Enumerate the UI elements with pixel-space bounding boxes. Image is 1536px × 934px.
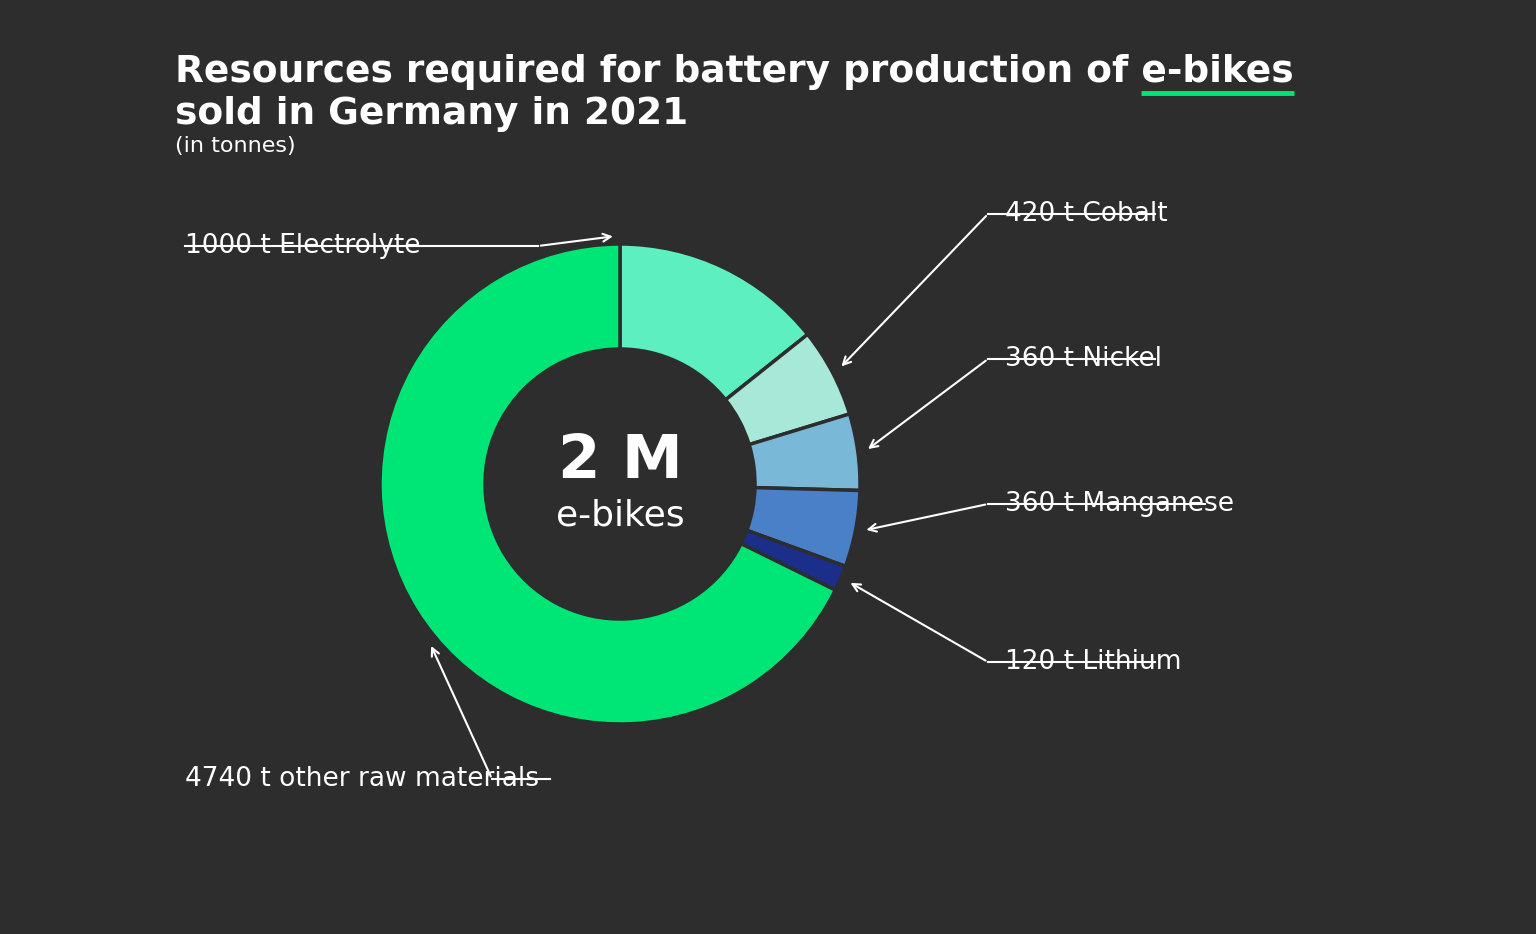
Text: sold in Germany in 2021: sold in Germany in 2021 [175, 96, 688, 132]
Wedge shape [740, 531, 845, 590]
Text: 360 t Manganese: 360 t Manganese [1005, 491, 1233, 517]
Wedge shape [750, 414, 860, 490]
Wedge shape [746, 488, 860, 566]
Text: 2 M: 2 M [558, 432, 682, 491]
Text: 360 t Nickel: 360 t Nickel [1005, 346, 1163, 372]
Text: 420 t Cobalt: 420 t Cobalt [1005, 201, 1167, 227]
Text: Resources required for battery production of e-bikes: Resources required for battery productio… [175, 54, 1293, 90]
Text: 120 t Lithium: 120 t Lithium [1005, 649, 1181, 675]
Wedge shape [621, 244, 808, 400]
Wedge shape [725, 334, 849, 445]
Text: (in tonnes): (in tonnes) [175, 136, 295, 156]
Circle shape [487, 351, 753, 617]
Text: 1000 t Electrolyte: 1000 t Electrolyte [184, 233, 421, 259]
Text: e-bikes: e-bikes [556, 499, 685, 533]
Text: 4740 t other raw materials: 4740 t other raw materials [184, 766, 539, 792]
Wedge shape [379, 244, 836, 724]
